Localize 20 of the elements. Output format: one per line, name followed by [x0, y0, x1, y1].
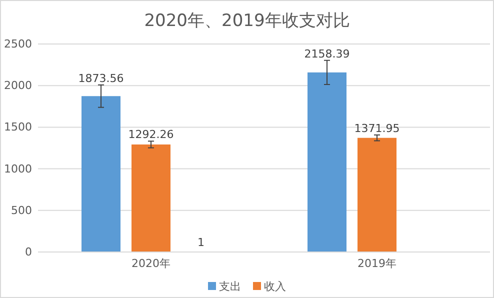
y-tick-label: 500	[11, 204, 32, 217]
bar	[308, 72, 346, 252]
y-tick-label: 1000	[4, 162, 32, 176]
y-tick-label: 2500	[4, 38, 32, 51]
data-label: 1873.56	[78, 72, 124, 85]
x-tick-label: 2020年	[132, 257, 170, 270]
legend-label: 收入	[264, 280, 286, 293]
data-label: 1	[198, 236, 204, 249]
data-label: 2158.39	[304, 47, 350, 60]
chart-title: 2020年、2019年收支对比	[144, 11, 350, 31]
bar	[132, 144, 170, 252]
legend-label: 支出	[219, 280, 241, 293]
y-tick-label: 1500	[4, 120, 32, 134]
y-tick-label: 0	[25, 246, 32, 259]
data-label: 1371.95	[354, 122, 400, 135]
y-tick-label: 2000	[4, 79, 32, 92]
bar	[82, 96, 120, 252]
x-tick-label: 2019年	[358, 257, 396, 270]
data-label: 1292.26	[128, 128, 174, 142]
bar	[358, 138, 396, 252]
